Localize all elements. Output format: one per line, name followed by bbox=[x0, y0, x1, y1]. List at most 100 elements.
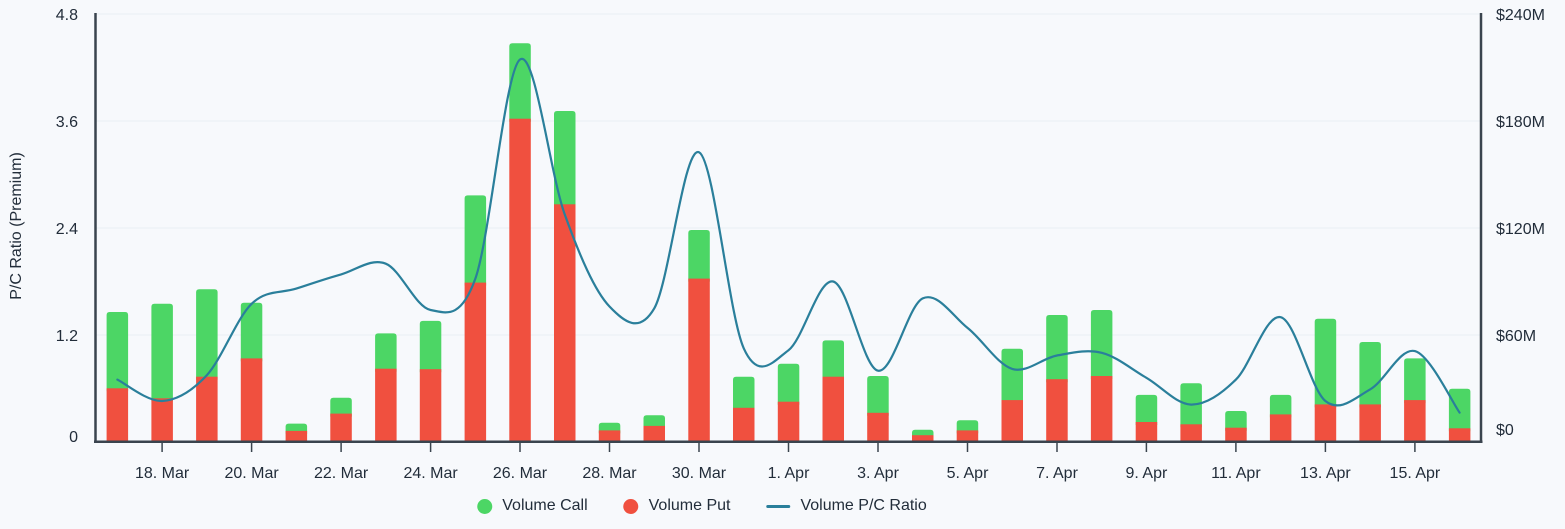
bar-1-apr[interactable] bbox=[777, 363, 800, 442]
bar-9-apr[interactable] bbox=[1135, 394, 1158, 442]
bar-22-mar[interactable] bbox=[330, 397, 352, 442]
bar-segment-call[interactable] bbox=[1090, 310, 1113, 379]
bar-segment-put[interactable] bbox=[733, 407, 755, 442]
bar-segment-call[interactable] bbox=[464, 195, 487, 286]
bar-segment-put[interactable] bbox=[1225, 427, 1247, 442]
bar-11-apr[interactable] bbox=[1225, 411, 1247, 442]
bar-segment-call[interactable] bbox=[106, 312, 129, 392]
bar-segment-put[interactable] bbox=[1404, 400, 1426, 442]
bar-segment-call[interactable] bbox=[1359, 342, 1381, 408]
bar-segment-call[interactable] bbox=[1269, 394, 1292, 418]
bar-segment-call[interactable] bbox=[1001, 348, 1024, 404]
bar-segment-put[interactable] bbox=[240, 358, 263, 442]
bar-segment-call[interactable] bbox=[777, 363, 800, 405]
bar-28-mar[interactable] bbox=[598, 422, 621, 442]
bar-segment-put[interactable] bbox=[509, 118, 531, 442]
bar-13-apr[interactable] bbox=[1314, 318, 1337, 442]
ratio-series-line-icon bbox=[766, 504, 791, 508]
pc-ratio-line[interactable] bbox=[116, 58, 1461, 414]
bar-segment-call[interactable] bbox=[1314, 318, 1337, 408]
bar-segment-put[interactable] bbox=[1448, 428, 1471, 442]
bar-segment-put[interactable] bbox=[1314, 404, 1337, 442]
legend-item-volume-put[interactable]: Volume Put bbox=[623, 497, 730, 515]
x-axis-label: 5. Apr bbox=[947, 465, 989, 482]
bar-segment-put[interactable] bbox=[464, 282, 487, 442]
bar-6-apr[interactable] bbox=[1001, 348, 1024, 442]
bar-segment-call[interactable] bbox=[1225, 411, 1247, 431]
bar-segment-call[interactable] bbox=[375, 333, 397, 372]
bar-segment-put[interactable] bbox=[106, 388, 129, 442]
bar-25-mar[interactable] bbox=[464, 195, 487, 442]
bar-segment-call[interactable] bbox=[330, 397, 352, 417]
right-axis-tick-label: $120M bbox=[1496, 221, 1545, 238]
bar-segment-call[interactable] bbox=[1404, 358, 1426, 404]
bar-19-mar[interactable] bbox=[196, 289, 218, 442]
bar-segment-call[interactable] bbox=[554, 111, 576, 208]
bar-segment-call[interactable] bbox=[822, 340, 845, 380]
bar-30-mar[interactable] bbox=[688, 230, 710, 442]
bar-segment-call[interactable] bbox=[643, 415, 666, 429]
bar-segment-call[interactable] bbox=[509, 43, 531, 122]
bar-segment-call[interactable] bbox=[956, 420, 979, 434]
bar-5-apr[interactable] bbox=[956, 420, 979, 442]
bar-segment-put[interactable] bbox=[285, 430, 308, 442]
bar-segment-call[interactable] bbox=[688, 230, 710, 282]
bar-segment-put[interactable] bbox=[554, 204, 576, 442]
legend-item-volume-call[interactable]: Volume Call bbox=[477, 497, 588, 515]
bar-21-mar[interactable] bbox=[285, 423, 308, 442]
bar-segment-put[interactable] bbox=[1090, 376, 1113, 442]
bar-10-apr[interactable] bbox=[1180, 383, 1202, 442]
bar-segment-put[interactable] bbox=[375, 368, 397, 442]
bar-segment-put[interactable] bbox=[688, 278, 710, 442]
bar-segment-put[interactable] bbox=[1269, 414, 1292, 442]
bar-27-mar[interactable] bbox=[554, 111, 576, 442]
bar-17-mar[interactable] bbox=[106, 312, 129, 442]
bar-segment-put[interactable] bbox=[1135, 422, 1158, 442]
bar-segment-put[interactable] bbox=[196, 376, 218, 442]
bar-16-apr[interactable] bbox=[1448, 388, 1471, 442]
bar-segment-put[interactable] bbox=[822, 376, 845, 442]
bar-segment-put[interactable] bbox=[956, 430, 979, 442]
legend-label-volume-pc-ratio: Volume P/C Ratio bbox=[800, 497, 927, 514]
bar-3-apr[interactable] bbox=[867, 376, 889, 442]
bar-20-mar[interactable] bbox=[240, 302, 263, 442]
bar-segment-put[interactable] bbox=[1001, 400, 1024, 442]
bar-12-apr[interactable] bbox=[1269, 394, 1292, 442]
bar-segment-call[interactable] bbox=[867, 376, 889, 416]
bar-31-mar[interactable] bbox=[733, 376, 755, 442]
bar-segment-put[interactable] bbox=[777, 401, 800, 442]
bar-23-mar[interactable] bbox=[375, 333, 397, 442]
bar-segment-put[interactable] bbox=[598, 430, 621, 442]
bar-segment-call[interactable] bbox=[240, 302, 263, 362]
bar-segment-put[interactable] bbox=[1359, 404, 1381, 442]
bar-4-apr[interactable] bbox=[912, 429, 934, 442]
bar-24-mar[interactable] bbox=[419, 320, 442, 442]
bar-14-apr[interactable] bbox=[1359, 342, 1381, 442]
bar-2-apr[interactable] bbox=[822, 340, 845, 442]
bar-segment-put[interactable] bbox=[151, 398, 173, 442]
bar-segment-put[interactable] bbox=[867, 412, 889, 442]
left-axis-tick-label: 3.6 bbox=[56, 114, 78, 131]
bar-segment-put[interactable] bbox=[643, 425, 666, 442]
bar-15-apr[interactable] bbox=[1404, 358, 1426, 442]
bar-segment-call[interactable] bbox=[1448, 388, 1471, 432]
bar-7-apr[interactable] bbox=[1046, 315, 1068, 442]
bar-segment-call[interactable] bbox=[1135, 394, 1158, 425]
bar-segment-call[interactable] bbox=[1046, 315, 1068, 383]
bar-18-mar[interactable] bbox=[151, 303, 173, 442]
bar-segment-call[interactable] bbox=[151, 303, 173, 402]
bar-segment-put[interactable] bbox=[912, 435, 934, 442]
bar-segment-put[interactable] bbox=[330, 413, 352, 442]
bar-segment-call[interactable] bbox=[733, 376, 755, 411]
bar-8-apr[interactable] bbox=[1090, 310, 1113, 442]
bar-segment-put[interactable] bbox=[419, 369, 442, 442]
left-axis-tick-label: 1.2 bbox=[56, 328, 78, 345]
bar-29-mar[interactable] bbox=[643, 415, 666, 442]
bar-segment-put[interactable] bbox=[1046, 379, 1068, 442]
bar-segment-call[interactable] bbox=[196, 289, 218, 380]
legend-item-volume-pc-ratio[interactable]: Volume P/C Ratio bbox=[766, 497, 927, 515]
bar-26-mar[interactable] bbox=[509, 43, 531, 442]
bar-segment-put[interactable] bbox=[1180, 424, 1202, 442]
bar-segment-call[interactable] bbox=[419, 320, 442, 373]
